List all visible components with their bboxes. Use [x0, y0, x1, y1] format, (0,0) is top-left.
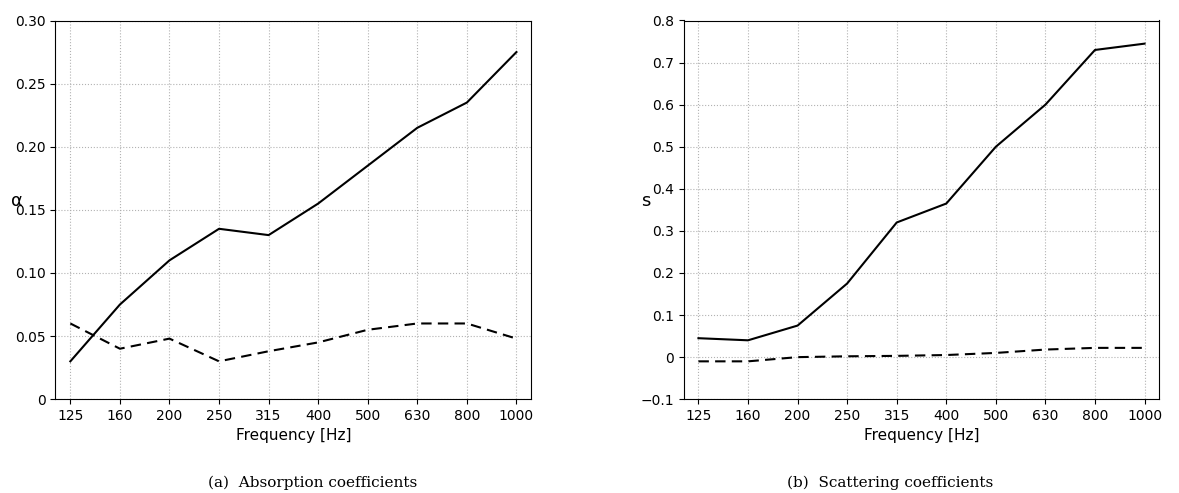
Y-axis label: α: α: [12, 192, 24, 210]
X-axis label: Frequency [Hz]: Frequency [Hz]: [864, 428, 980, 444]
Text: (b)  Scattering coefficients: (b) Scattering coefficients: [788, 476, 993, 490]
Y-axis label: s: s: [641, 192, 650, 210]
Text: (a)  Absorption coefficients: (a) Absorption coefficients: [208, 476, 417, 490]
X-axis label: Frequency [Hz]: Frequency [Hz]: [236, 428, 351, 444]
